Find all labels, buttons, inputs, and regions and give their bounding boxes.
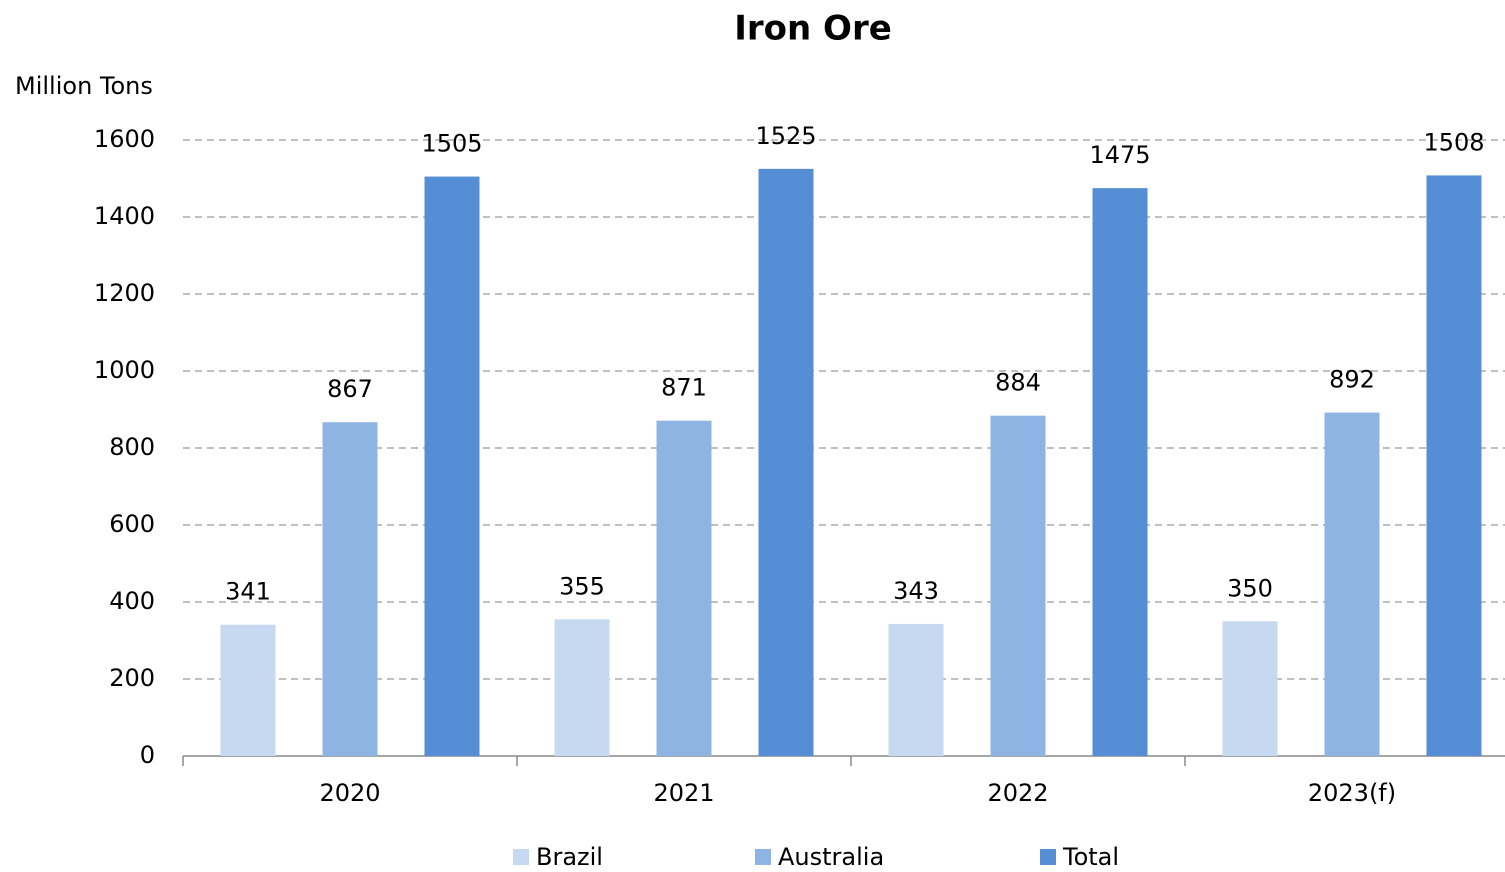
bar [656,420,712,756]
data-label: 341 [225,578,271,606]
bar [1092,188,1148,756]
y-tick-label: 1200 [94,279,155,307]
bar [220,624,276,756]
x-tick-label: 2023(f) [1308,779,1396,807]
y-tick-label: 0 [140,741,155,769]
y-tick-label: 1600 [94,125,155,153]
bar [990,415,1046,756]
y-tick-label: 200 [109,664,155,692]
data-label: 350 [1227,574,1273,602]
y-tick-label: 1400 [94,202,155,230]
legend-label: Total [1062,843,1119,871]
data-label: 343 [893,577,939,605]
bar [1426,175,1482,757]
legend-label: Australia [778,843,884,871]
data-label: 1508 [1423,128,1484,156]
data-label: 1525 [755,122,816,150]
bar [322,422,378,756]
data-label: 355 [559,572,605,600]
bar [1324,412,1380,756]
legend-swatch [755,849,771,865]
chart-title: Iron Ore [734,9,892,49]
bar [424,176,480,756]
legend-swatch [1040,849,1056,865]
y-tick-label: 800 [109,433,155,461]
y-axis-label: Million Tons [15,72,153,100]
y-tick-label: 400 [109,587,155,615]
data-label: 1505 [421,130,482,158]
y-tick-label: 600 [109,510,155,538]
data-label: 871 [661,374,707,402]
data-label: 892 [1329,366,1375,394]
data-label: 1475 [1089,141,1150,169]
data-label: 867 [327,375,373,403]
bar [758,168,814,756]
legend-swatch [513,849,529,865]
x-tick-label: 2022 [987,779,1048,807]
y-tick-label: 1000 [94,356,155,384]
bar [1222,621,1278,756]
data-label: 884 [995,369,1041,397]
bar [888,623,944,756]
x-tick-label: 2020 [319,779,380,807]
x-tick-label: 2021 [653,779,714,807]
legend-label: Brazil [536,843,603,871]
bar [554,619,610,756]
